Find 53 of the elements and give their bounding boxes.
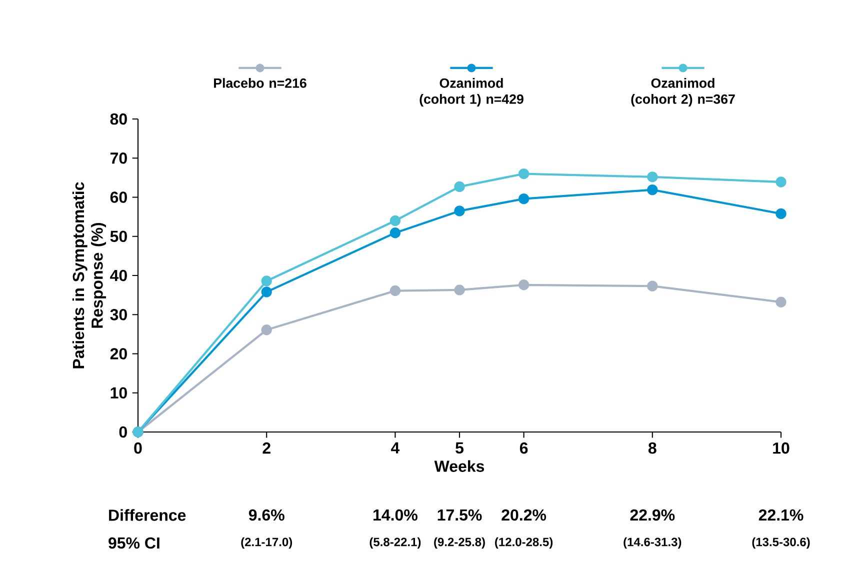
point [647, 280, 658, 292]
point [518, 168, 530, 180]
text: 14.0% [374, 509, 418, 521]
legend-label: Placebo n=216 [214, 78, 306, 88]
y-tick-label: 20 [110, 348, 127, 360]
legend-label: Ozanimod (cohort 2) n=367 [631, 78, 735, 106]
point [261, 286, 272, 298]
text: (5.8-22.1) [370, 537, 421, 549]
text: 20.2% [502, 509, 546, 521]
y-tick-label: 80 [110, 113, 127, 125]
y-tick-label: 0 [119, 426, 127, 438]
y-tick-label: 70 [110, 152, 127, 164]
text: (9.2-25.8) [434, 537, 485, 549]
text: 22.9% [630, 509, 675, 521]
text: Difference [109, 509, 186, 521]
y-axis-title: Patients in Symptomatic Response (%) [72, 182, 106, 368]
x-tick-label: 2 [262, 442, 270, 454]
text: (2.1-17.0) [241, 537, 292, 549]
x-tick-label: 6 [520, 442, 528, 454]
text: (13.5-30.6) [752, 537, 810, 549]
point [647, 184, 658, 196]
point [454, 181, 465, 192]
x-tick-label: 0 [134, 442, 142, 454]
text: (14.6-31.3) [624, 537, 682, 549]
point [390, 215, 401, 226]
text: 9.6% [248, 509, 284, 521]
legend-label: Ozanimod (cohort 1) n=429 [420, 78, 524, 106]
point [518, 280, 530, 290]
x-tick-label: 10 [773, 442, 790, 454]
y-tick-label: 10 [110, 387, 127, 399]
y-tick-label: 60 [110, 192, 127, 203]
x-tick-label: 5 [456, 442, 464, 454]
point [776, 176, 786, 188]
point [647, 172, 658, 182]
text: 95% CI [108, 537, 160, 549]
point [390, 285, 401, 296]
x-axis-title: Weeks [434, 460, 484, 472]
point [261, 324, 272, 336]
point [518, 193, 530, 204]
text: 17.5% [438, 509, 482, 521]
x-tick-label: 8 [648, 442, 656, 454]
point [454, 284, 465, 296]
point [776, 208, 786, 220]
x-tick-label: 4 [391, 442, 400, 454]
y-tick-label: 50 [110, 230, 127, 242]
point [776, 296, 786, 308]
point [454, 206, 465, 216]
point [390, 228, 401, 238]
point [261, 276, 272, 286]
text: (12.0-28.5) [495, 537, 553, 549]
text: 22.1% [758, 509, 804, 521]
y-tick-label: 30 [110, 308, 127, 320]
y-tick-label: 40 [110, 270, 127, 282]
